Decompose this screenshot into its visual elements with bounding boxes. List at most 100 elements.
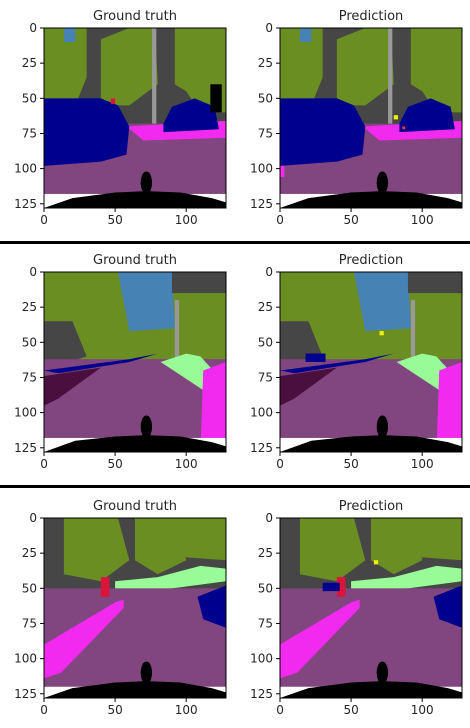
vegetation-center — [371, 518, 423, 575]
x-tick-label: 100 — [175, 457, 198, 471]
x-tick-label: 0 — [276, 457, 284, 471]
y-tick-label: 25 — [258, 56, 273, 70]
car-right — [433, 585, 462, 628]
y-tick-label: 125 — [14, 441, 37, 455]
axes-frame — [43, 27, 227, 209]
car-pred — [322, 582, 340, 592]
vegetation-right — [407, 518, 462, 561]
sky — [117, 272, 175, 332]
row-separator-1 — [0, 241, 470, 244]
ornament — [140, 415, 153, 438]
ego-hood — [44, 435, 226, 452]
y-tick-label: 0 — [29, 511, 37, 525]
x-tick-label: 100 — [411, 457, 434, 471]
y-tick-label: 50 — [22, 91, 37, 105]
y-tick-label: 75 — [258, 126, 273, 140]
vegetation-left — [299, 518, 366, 582]
building-left — [44, 321, 87, 371]
pole — [388, 28, 393, 127]
y-tick-label: 50 — [258, 335, 273, 349]
y-tick-label: 125 — [250, 441, 273, 455]
x-tick-label: 0 — [40, 703, 48, 717]
axes-frame — [43, 271, 227, 453]
x-tick-label: 50 — [343, 457, 358, 471]
axes-frame — [43, 517, 227, 699]
y-tick-label: 100 — [250, 162, 273, 176]
y-tick-label: 25 — [22, 56, 37, 70]
x-tick-label: 50 — [107, 703, 122, 717]
x-tick-label: 0 — [40, 213, 48, 227]
y-tick-label: 0 — [265, 265, 273, 279]
sidewalk-left-pred — [280, 165, 285, 178]
vegetation-center — [100, 28, 158, 106]
y-tick-label: 100 — [250, 652, 273, 666]
ego-hood — [44, 191, 226, 208]
car-left — [44, 98, 130, 166]
ego-hood — [44, 681, 226, 698]
y-tick-label: 125 — [14, 197, 37, 211]
x-tick-label: 0 — [276, 703, 284, 717]
x-tick-label: 100 — [411, 703, 434, 717]
ego-hood — [280, 435, 462, 452]
ornament — [376, 661, 389, 684]
building-top-right — [407, 272, 462, 294]
y-tick-label: 0 — [29, 265, 37, 279]
dark-road-edge — [280, 367, 337, 406]
ego-hood — [280, 681, 462, 698]
person — [336, 577, 346, 597]
pole — [410, 300, 416, 385]
dark-patch — [210, 84, 222, 113]
vegetation-left — [63, 518, 130, 582]
panel-title: Ground truth — [93, 499, 177, 514]
x-tick-label: 100 — [175, 703, 198, 717]
vegetation-center — [135, 518, 187, 575]
sign-pred — [393, 115, 399, 120]
terrain — [351, 565, 462, 592]
panel-title: Prediction — [339, 499, 404, 514]
car-right — [163, 98, 219, 133]
car-right — [399, 98, 455, 133]
noise — [402, 126, 406, 130]
y-tick-label: 75 — [22, 370, 37, 384]
y-tick-label: 75 — [22, 126, 37, 140]
vegetation-right — [171, 518, 226, 561]
sidewalk-right — [436, 362, 462, 452]
axes-frame — [279, 27, 463, 209]
y-tick-label: 25 — [22, 546, 37, 560]
y-tick-label: 0 — [29, 21, 37, 35]
ornament — [140, 171, 153, 194]
y-tick-label: 50 — [22, 581, 37, 595]
x-tick-label: 100 — [411, 213, 434, 227]
row-separator-2 — [0, 485, 470, 488]
car-row — [280, 353, 394, 374]
y-tick-label: 125 — [14, 687, 37, 701]
vegetation-left — [280, 28, 323, 106]
y-tick-label: 50 — [22, 335, 37, 349]
y-tick-label: 75 — [258, 370, 273, 384]
y-tick-label: 100 — [14, 406, 37, 420]
vegetation-center — [336, 28, 394, 106]
x-tick-label: 0 — [40, 457, 48, 471]
y-tick-label: 25 — [258, 546, 273, 560]
x-tick-label: 50 — [107, 213, 122, 227]
pole — [174, 300, 180, 385]
person — [100, 577, 110, 597]
panel-title: Prediction — [339, 253, 404, 268]
y-tick-label: 75 — [22, 616, 37, 630]
y-tick-label: 100 — [14, 652, 37, 666]
panel-title: Ground truth — [93, 9, 177, 24]
y-tick-label: 25 — [22, 300, 37, 314]
sign-pred — [373, 560, 379, 565]
panel-title: Ground truth — [93, 253, 177, 268]
axes-frame — [279, 517, 463, 699]
sidewalk-left — [44, 599, 124, 679]
sign-pred — [379, 331, 384, 336]
y-tick-label: 25 — [258, 300, 273, 314]
y-tick-label: 100 — [14, 162, 37, 176]
sign — [110, 98, 116, 104]
